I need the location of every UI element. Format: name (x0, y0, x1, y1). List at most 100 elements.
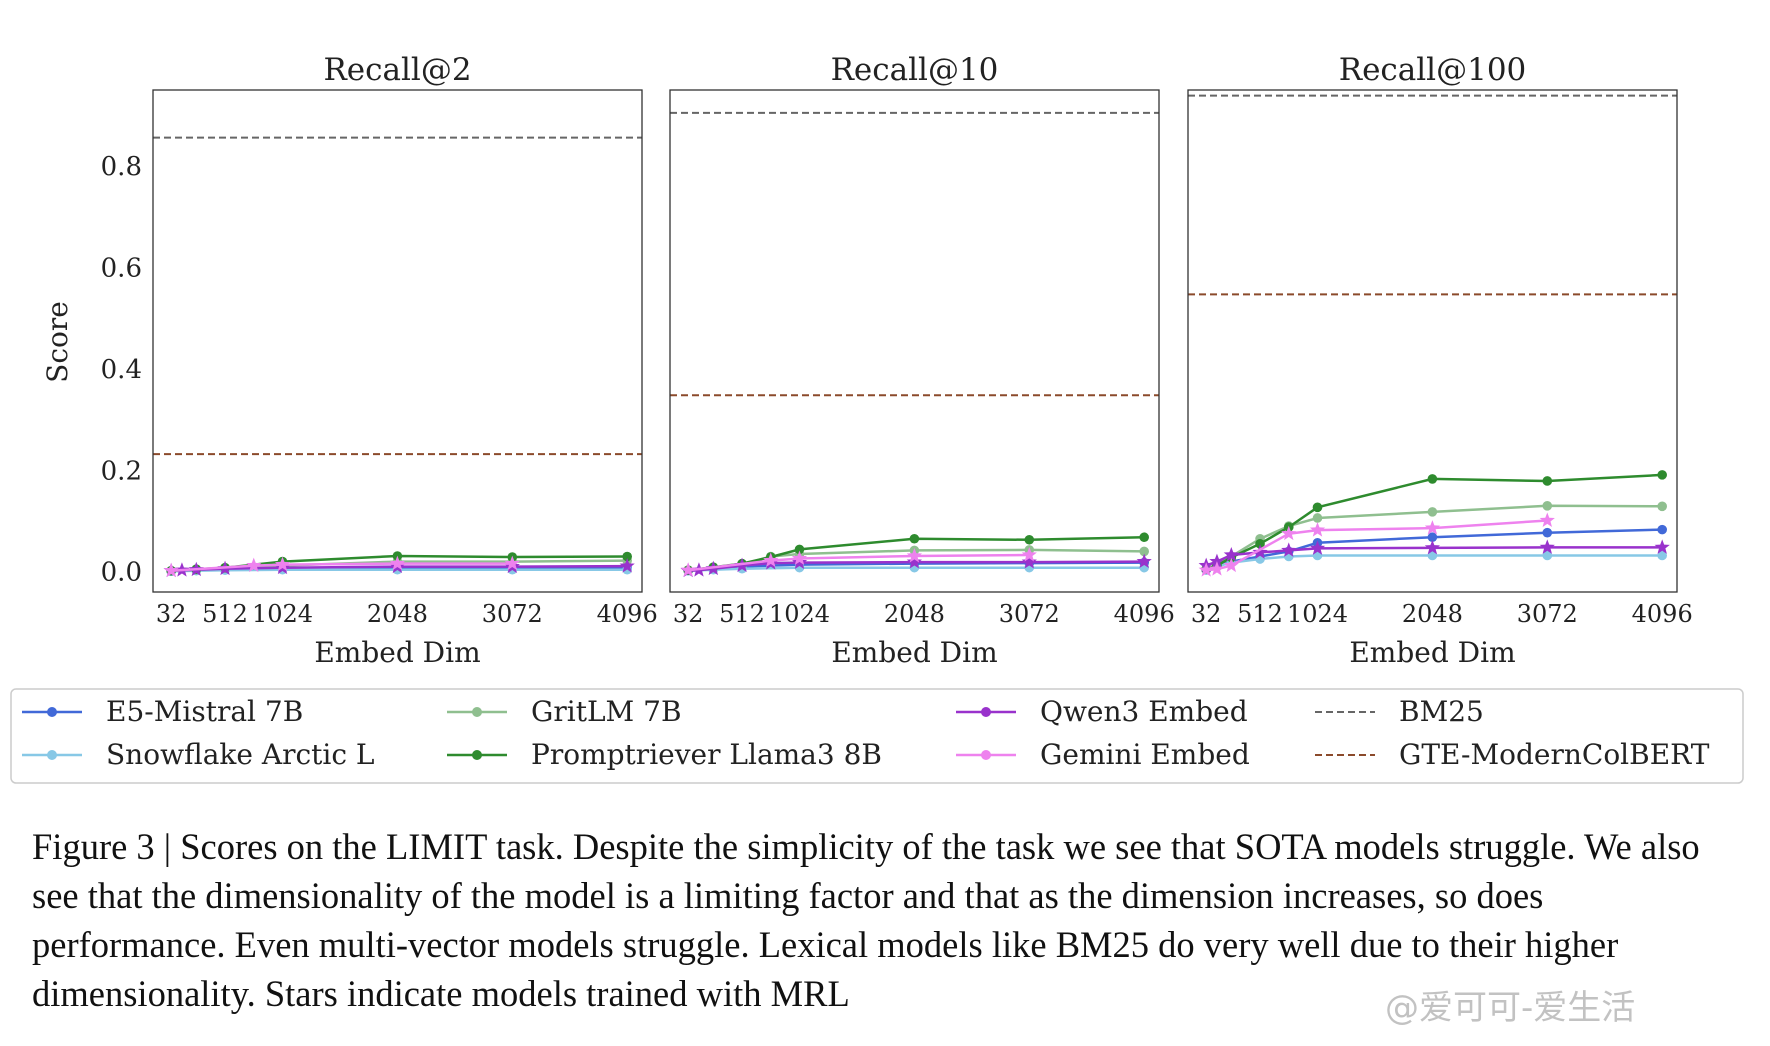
panel-title: Recall@2 (323, 52, 471, 88)
data-point (1223, 557, 1239, 573)
x-tick-label: 32 (673, 600, 704, 628)
x-tick-label: 3072 (1517, 600, 1578, 628)
panel-recall-2: Recall@2 32 512 1024 2048 3072 4096 Embed Dim 0.… (101, 52, 658, 669)
data-point (1255, 539, 1265, 549)
legend: E5-Mistral 7B Snowflake Arctic L GritLM 7B… (10, 688, 1744, 784)
y-tick-label: 0.2 (101, 456, 142, 486)
y-tick-label: 0.0 (101, 558, 142, 588)
figure-caption: Figure 3 | Scores on the LIMIT task. Des… (32, 826, 1700, 1014)
data-point (1139, 532, 1149, 543)
data-point (504, 555, 520, 571)
data-point (1223, 546, 1239, 562)
legend-item-gte-moderncolbert: GTE-ModernColBERT (1315, 738, 1710, 771)
data-point (1542, 476, 1553, 486)
x-axis-label: Embed Dim (1349, 636, 1515, 669)
x-tick-label: 2048 (884, 600, 945, 628)
y-tick-label: 0.6 (101, 253, 142, 283)
x-axis-label: Embed Dim (831, 636, 997, 669)
legend-label: Gemini Embed (1040, 738, 1250, 771)
x-tick-label: 3072 (999, 600, 1060, 628)
x-tick-label: 512 (719, 600, 765, 628)
data-point (1021, 546, 1037, 562)
legend-item-qwen3-embed: Qwen3 Embed (956, 695, 1248, 728)
x-tick-label: 1024 (252, 600, 313, 628)
data-point (1539, 512, 1555, 527)
legend-marker (472, 707, 482, 717)
data-point (1654, 539, 1670, 554)
x-tick-label: 32 (1191, 600, 1222, 628)
data-point (1024, 534, 1035, 545)
legend-label: GritLM 7B (531, 695, 682, 728)
y-tick-label: 0.4 (101, 355, 142, 385)
legend-marker (47, 707, 57, 717)
data-point (1281, 525, 1297, 541)
x-tick-label: 32 (156, 600, 187, 628)
y-tick-label: 0.8 (101, 152, 142, 182)
legend-marker (47, 750, 57, 760)
panel-recall-10: Recall@10 32 512 1024 2048 3072 4096 Embed Dim (669, 52, 1175, 669)
legend-marker (472, 750, 482, 760)
data-point (246, 557, 262, 573)
data-point (1312, 513, 1323, 523)
legend-frame (10, 688, 1744, 784)
legend-label: Snowflake Arctic L (106, 738, 375, 771)
legend-item-gritlm-7b: GritLM 7B (447, 695, 682, 728)
x-tick-label: 512 (1237, 600, 1283, 628)
x-tick-label: 1024 (769, 600, 830, 628)
data-point (1309, 540, 1326, 555)
legend-item-promptriever-llama3-8b: Promptriever Llama3 8B (447, 738, 882, 771)
x-tick-label: 4096 (1632, 600, 1693, 628)
data-point (1309, 522, 1326, 537)
data-point (622, 551, 632, 562)
data-point (1427, 550, 1438, 561)
legend-item-snowflake-arctic-l: Snowflake Arctic L (22, 738, 375, 771)
data-point (680, 562, 696, 577)
x-tick-label: 1024 (1287, 600, 1348, 628)
legend-item-e5-mistral-7b: E5-Mistral 7B (22, 695, 303, 728)
panel-recall-100: Recall@100 32 512 1024 2048 3072 4096 Embed Dim (1187, 52, 1693, 669)
legend-item-gemini-embed: Gemini Embed (956, 738, 1250, 771)
data-point (791, 550, 808, 566)
data-point (1312, 502, 1323, 513)
legend-marker (981, 707, 991, 717)
data-point (1542, 500, 1553, 511)
data-point (1542, 550, 1553, 561)
legend-marker (981, 750, 991, 760)
legend-label: Promptriever Llama3 8B (531, 738, 882, 771)
legend-label: Qwen3 Embed (1040, 695, 1248, 728)
data-point (1021, 554, 1037, 569)
x-tick-label: 3072 (482, 600, 543, 628)
x-tick-label: 4096 (1114, 600, 1175, 628)
data-point (1209, 561, 1225, 576)
x-tick-label: 4096 (597, 600, 658, 628)
data-point (274, 556, 291, 572)
data-point (163, 562, 179, 578)
data-point (1427, 507, 1438, 517)
data-point (1539, 539, 1555, 554)
plot-frame (1187, 89, 1678, 593)
data-point (1252, 544, 1268, 559)
data-point (1198, 562, 1214, 577)
data-point (1657, 470, 1667, 480)
data-point (1136, 553, 1152, 569)
data-point (1427, 532, 1438, 543)
plot-frame (152, 89, 643, 593)
x-tick-label: 2048 (1402, 600, 1463, 628)
panel-title: Recall@100 (1339, 52, 1527, 88)
legend-item-bm25: BM25 (1315, 695, 1484, 728)
data-point (1657, 550, 1667, 561)
data-point (1209, 553, 1225, 569)
x-tick-label: 512 (202, 600, 248, 628)
watermark: @爱可可-爱生活 (1385, 988, 1636, 1028)
data-point (1424, 539, 1440, 555)
data-point (794, 544, 805, 555)
data-point (1542, 527, 1553, 538)
data-point (1427, 474, 1438, 484)
x-tick-label: 2048 (367, 600, 428, 628)
data-point (763, 552, 779, 568)
data-point (619, 558, 635, 573)
data-point (1424, 520, 1440, 535)
data-point (1657, 501, 1667, 512)
data-point (1281, 542, 1297, 557)
